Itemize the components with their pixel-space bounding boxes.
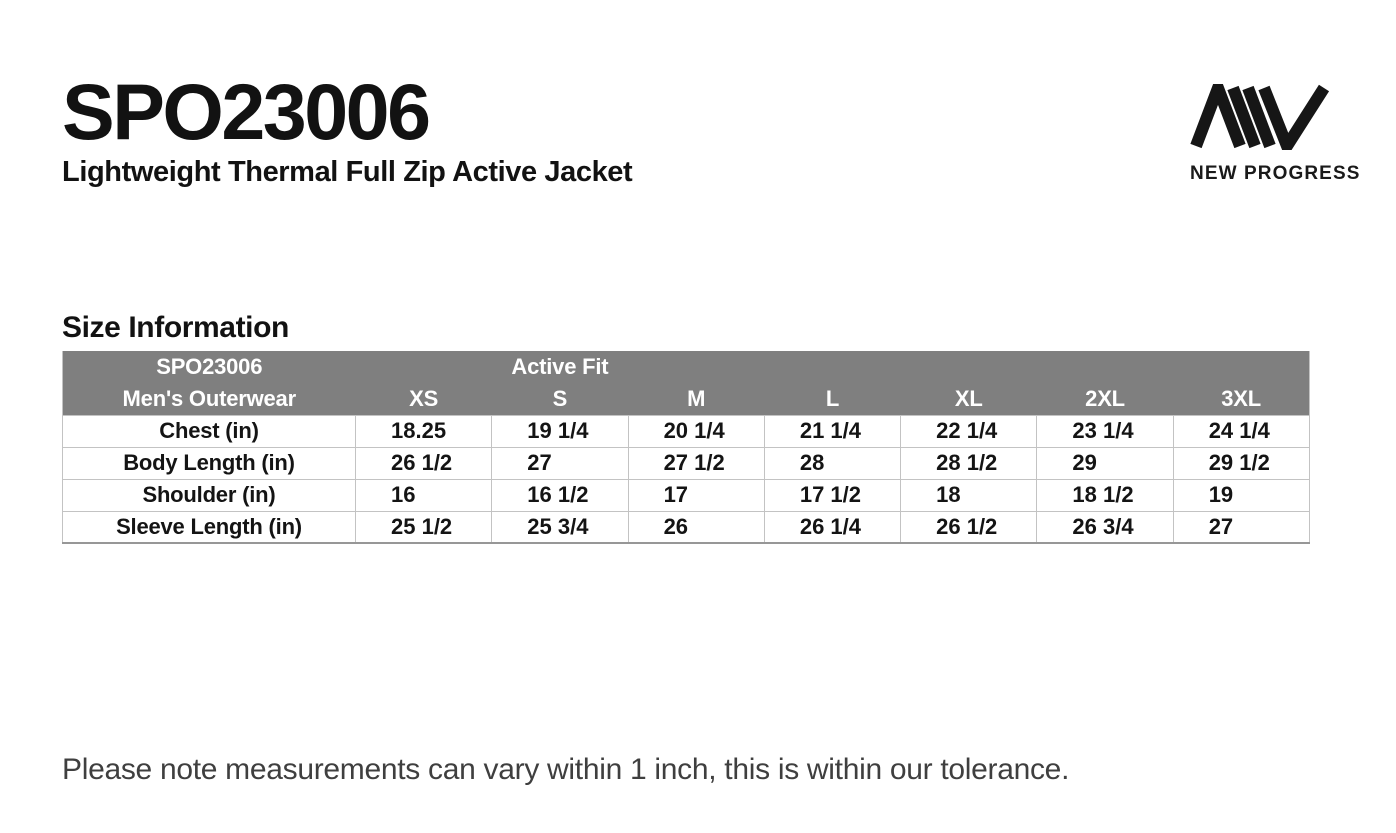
size-value-cell: 29: [1036, 446, 1174, 480]
header-spacer-cell: [1036, 351, 1174, 383]
measurement-label: Body Length (in): [62, 446, 356, 480]
size-value-cell: 27: [491, 446, 629, 480]
category-header: Men's Outerwear: [62, 383, 356, 415]
size-value-cell: 27 1/2: [627, 446, 765, 480]
size-value-cell: 16: [354, 478, 493, 512]
size-column-header: L: [764, 383, 901, 415]
size-value-cell: 18.25: [354, 414, 493, 448]
measurement-label: Sleeve Length (in): [62, 510, 356, 544]
size-value-cell: 26 1/2: [354, 446, 493, 480]
product-header: SPO23006 Lightweight Thermal Full Zip Ac…: [62, 67, 633, 189]
size-value-cell: 17: [627, 478, 765, 512]
header-spacer-cell: [628, 351, 765, 383]
product-code-title: SPO23006: [62, 67, 431, 156]
size-value-cell: 19: [1172, 478, 1311, 512]
size-column-header: 2XL: [1036, 383, 1174, 415]
size-value-cell: 23 1/4: [1036, 414, 1174, 448]
header-spacer-cell: [764, 351, 901, 383]
brand-block: NEW PROGRESS: [1190, 84, 1361, 185]
table-product-line: SPO23006: [62, 351, 356, 383]
size-column-header: 3XL: [1173, 383, 1310, 415]
table-row-shoulder: Shoulder (in) 16 16 1/2 17 17 1/2 18 18 …: [62, 478, 1311, 512]
fit-type-header: Active Fit: [491, 351, 629, 383]
size-value-cell: 21 1/4: [763, 414, 902, 448]
size-value-cell: 25 3/4: [491, 510, 629, 544]
brand-name: NEW PROGRESS: [1190, 163, 1361, 184]
size-column-header: M: [628, 383, 765, 415]
table-row-body-length: Body Length (in) 26 1/2 27 27 1/2 28 28 …: [62, 446, 1311, 480]
size-value-cell: 25 1/2: [354, 510, 493, 544]
size-value-cell: 19 1/4: [491, 414, 629, 448]
header-spacer-cell: [355, 351, 492, 383]
table-row-sleeve-length: Sleeve Length (in) 25 1/2 25 3/4 26 26 1…: [62, 510, 1311, 544]
aw-monogram-icon: [1190, 84, 1330, 150]
size-value-cell: 28: [763, 446, 902, 480]
measurement-label: Chest (in): [62, 414, 356, 448]
table-header-row-sizes: Men's Outerwear XS S M L XL 2XL 3XL: [62, 383, 1310, 415]
measurement-label: Shoulder (in): [62, 478, 356, 512]
size-column-header: XL: [900, 383, 1037, 415]
size-value-cell: 26 1/2: [900, 510, 1038, 544]
size-value-cell: 26: [627, 510, 765, 544]
table-row-chest: Chest (in) 18.25 19 1/4 20 1/4 21 1/4 22…: [62, 414, 1311, 448]
size-value-cell: 26 3/4: [1036, 510, 1174, 544]
tolerance-note: Please note measurements can vary within…: [62, 753, 1070, 786]
size-value-cell: 27: [1172, 510, 1311, 544]
size-value-cell: 22 1/4: [900, 414, 1038, 448]
size-value-cell: 17 1/2: [763, 478, 902, 512]
size-value-cell: 18: [900, 478, 1038, 512]
size-table: SPO23006 Active Fit Men's Outerwear XS S…: [62, 351, 1311, 544]
size-value-cell: 24 1/4: [1172, 414, 1311, 448]
section-title: Size Information: [62, 311, 289, 344]
size-value-cell: 29 1/2: [1172, 446, 1311, 480]
size-column-header: XS: [355, 383, 492, 415]
product-name-subtitle: Lightweight Thermal Full Zip Active Jack…: [62, 156, 633, 188]
size-column-header: S: [491, 383, 629, 415]
size-value-cell: 28 1/2: [900, 446, 1038, 480]
header-spacer-cell: [1173, 351, 1310, 383]
size-value-cell: 16 1/2: [491, 478, 629, 512]
header-spacer-cell: [900, 351, 1037, 383]
table-header-row-product: SPO23006 Active Fit: [62, 351, 1310, 383]
size-value-cell: 20 1/4: [627, 414, 765, 448]
size-value-cell: 26 1/4: [763, 510, 902, 544]
size-value-cell: 18 1/2: [1036, 478, 1174, 512]
